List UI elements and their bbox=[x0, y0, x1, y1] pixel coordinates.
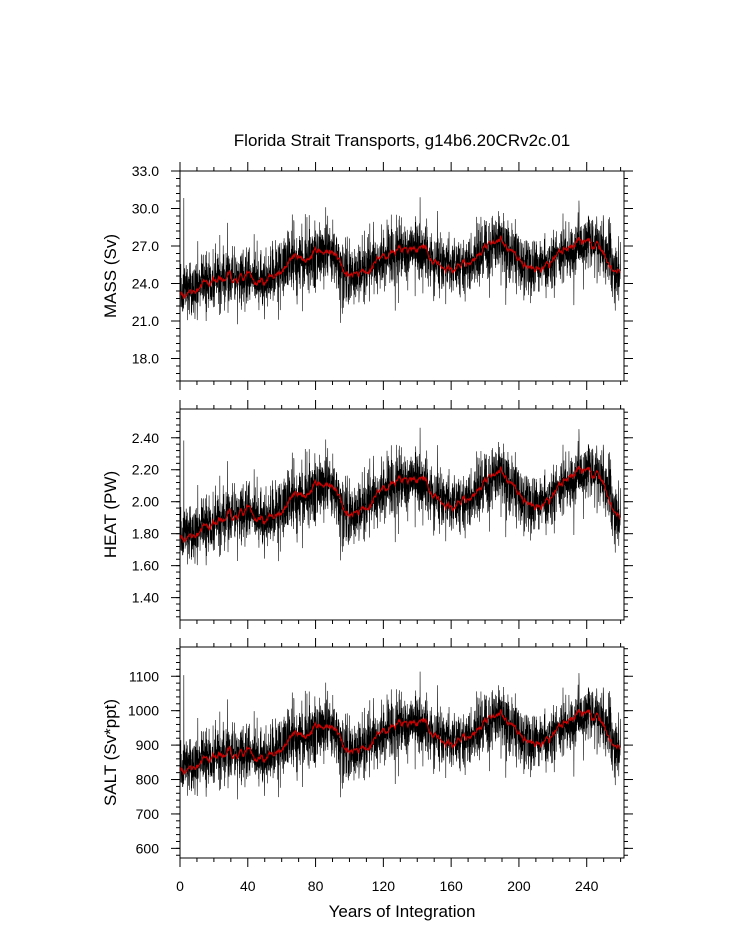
monthly-series-line bbox=[180, 197, 621, 325]
y-axis-label: MASS (Sv) bbox=[101, 234, 120, 318]
y-tick-label: 21.0 bbox=[132, 313, 159, 329]
x-tick-label: 160 bbox=[439, 878, 463, 894]
monthly-series-line bbox=[180, 671, 621, 800]
y-tick-label: 2.40 bbox=[132, 430, 159, 446]
x-tick-label: 120 bbox=[372, 878, 396, 894]
x-tick-label: 0 bbox=[176, 878, 184, 894]
y-tick-label: 800 bbox=[136, 772, 160, 788]
y-tick-label: 1.40 bbox=[132, 590, 159, 606]
y-tick-label: 900 bbox=[136, 737, 160, 753]
y-tick-label: 1000 bbox=[128, 703, 159, 719]
chart-title: Florida Strait Transports, g14b6.20CRv2c… bbox=[234, 131, 570, 150]
y-axis-label: HEAT (PW) bbox=[101, 471, 120, 558]
panel-salt: 600 700 800 900 1000 1100 SALT (Sv*ppt) bbox=[101, 638, 633, 867]
panel-heat: 1.40 1.60 1.80 2.00 2.20 2.40 HEAT (PW) bbox=[101, 400, 633, 629]
x-tick-label: 200 bbox=[507, 878, 531, 894]
y-tick-label: 1100 bbox=[129, 668, 159, 684]
panels-group: 18.0 21.0 24.0 27.0 30.0 33.0 MASS (Sv) 1.40 1.6… bbox=[101, 162, 633, 894]
panel-frame bbox=[179, 646, 625, 859]
y-tick-label: 700 bbox=[136, 806, 160, 822]
panel-mass: 18.0 21.0 24.0 27.0 30.0 33.0 MASS (Sv) bbox=[101, 162, 633, 390]
y-tick-label: 27.0 bbox=[132, 238, 159, 254]
y-tick-label: 33.0 bbox=[132, 163, 159, 179]
y-tick-label: 18.0 bbox=[132, 351, 159, 367]
x-tick-label: 80 bbox=[308, 878, 324, 894]
x-tick-label: 40 bbox=[240, 878, 256, 894]
y-tick-label: 30.0 bbox=[132, 201, 159, 217]
y-tick-label: 2.00 bbox=[132, 494, 159, 510]
y-tick-label: 24.0 bbox=[132, 276, 159, 292]
y-axis-label: SALT (Sv*ppt) bbox=[101, 699, 120, 806]
smoothed-series-line bbox=[180, 708, 621, 775]
monthly-series-line bbox=[180, 427, 621, 566]
x-tick-label: 240 bbox=[575, 878, 599, 894]
y-tick-label: 2.20 bbox=[132, 462, 159, 478]
y-tick-label: 600 bbox=[136, 840, 160, 856]
smoothed-series-line bbox=[180, 235, 621, 300]
y-tick-label: 1.60 bbox=[132, 558, 159, 574]
x-axis-label: Years of Integration bbox=[329, 902, 476, 921]
smoothed-series-line bbox=[180, 465, 621, 543]
y-tick-label: 1.80 bbox=[132, 526, 159, 542]
